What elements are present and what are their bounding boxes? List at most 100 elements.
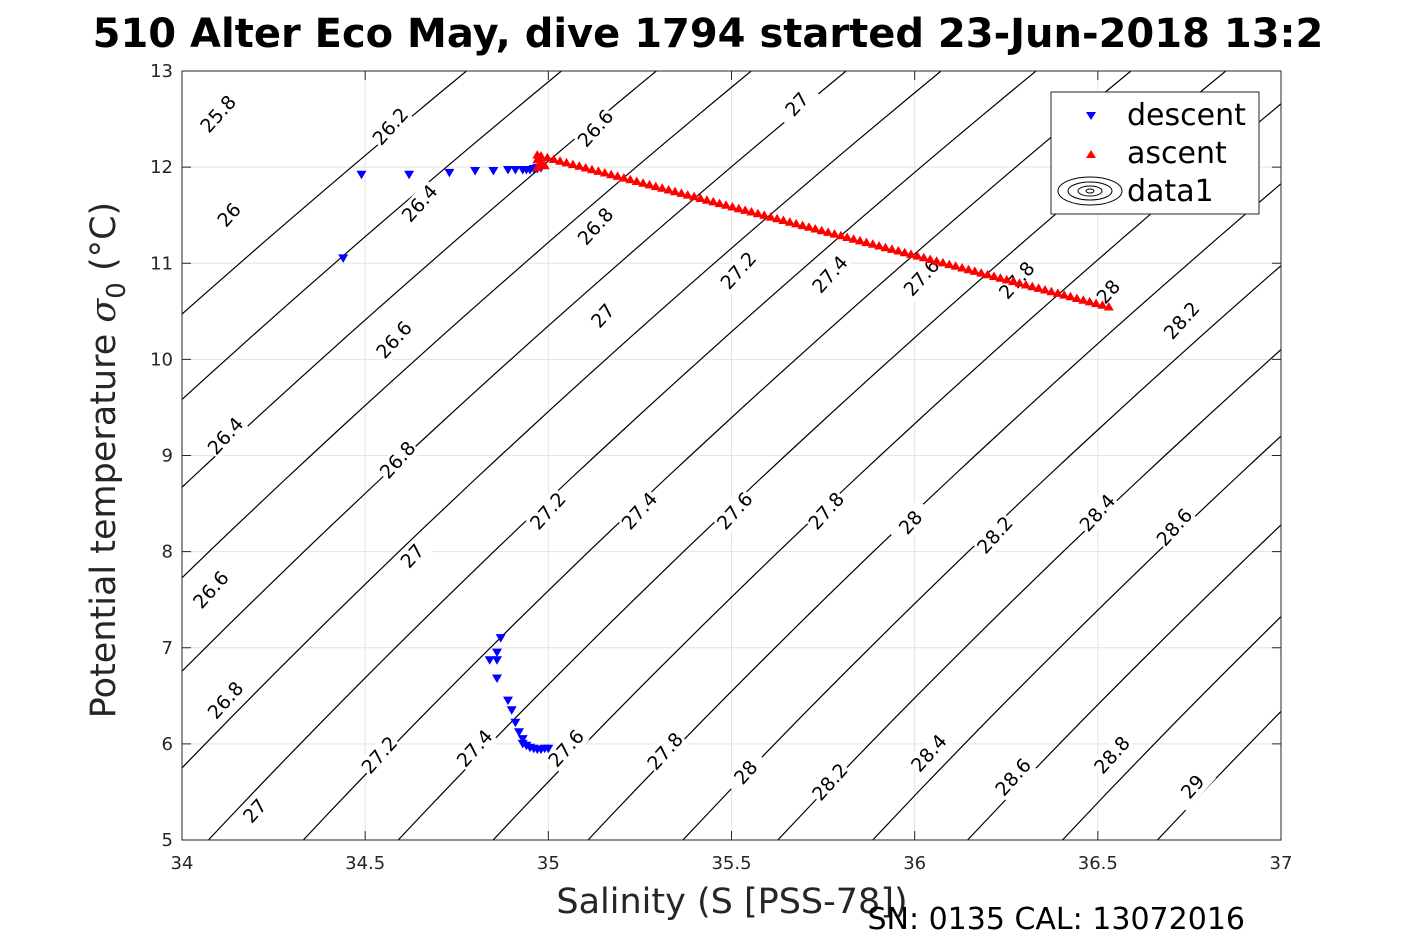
contour-label-bg bbox=[367, 103, 414, 151]
contour-label-bg bbox=[642, 727, 689, 776]
contour-label-bg bbox=[617, 487, 663, 536]
legend-ascent-label: ascent bbox=[1127, 136, 1227, 171]
legend-descent-marker bbox=[1086, 112, 1096, 120]
contour-label-bg bbox=[375, 436, 421, 485]
ascent-point bbox=[835, 230, 846, 240]
ascent-point bbox=[829, 229, 840, 238]
descent-point bbox=[506, 706, 517, 715]
ascent-point bbox=[797, 220, 808, 230]
ascent-point bbox=[842, 232, 853, 241]
ascent-point bbox=[657, 183, 668, 192]
isopycnal-line bbox=[207, 71, 1037, 840]
x-tick-label: 36.5 bbox=[1078, 853, 1118, 874]
ascent-point bbox=[682, 190, 693, 199]
y-axis-label-main: Potential temperature bbox=[84, 323, 124, 719]
contour-label-bg bbox=[807, 251, 854, 299]
contour-label-bg bbox=[1089, 731, 1136, 780]
ascent-point bbox=[714, 198, 725, 208]
ascent-point bbox=[791, 218, 802, 228]
ascent-point bbox=[944, 259, 955, 269]
ascent-point bbox=[532, 162, 543, 172]
ascent-point bbox=[580, 163, 591, 172]
contour-label-bg bbox=[206, 191, 253, 239]
ascent-point bbox=[752, 208, 763, 218]
ascent-point bbox=[1091, 298, 1102, 308]
descent-point bbox=[404, 170, 415, 180]
descent-point bbox=[492, 656, 502, 665]
contour-label-bg bbox=[195, 90, 242, 139]
footer-serial: SN: 0135 CAL: 13072016 bbox=[867, 902, 1245, 937]
chart-title: 510 Alter Eco May, dive 1794 started 23-… bbox=[93, 11, 1324, 57]
ascent-point bbox=[893, 246, 904, 255]
ascent-point bbox=[676, 188, 687, 197]
ascent-point bbox=[899, 247, 910, 257]
ascent-point bbox=[778, 215, 789, 224]
contour-label-bg bbox=[203, 676, 249, 725]
ascent-point bbox=[561, 157, 572, 167]
ascent-point bbox=[874, 241, 885, 250]
descent-point bbox=[492, 648, 502, 658]
ascent-point bbox=[1040, 285, 1050, 294]
contour-label-bg bbox=[715, 247, 762, 295]
contour-label-bg bbox=[972, 511, 1019, 560]
ascent-point bbox=[593, 166, 604, 175]
ascent-point bbox=[982, 269, 993, 279]
contour-label-bg bbox=[203, 412, 249, 461]
ascent-point bbox=[848, 234, 859, 243]
descent-point bbox=[503, 696, 513, 706]
contour-label-bg bbox=[803, 487, 850, 536]
ascent-point bbox=[740, 205, 751, 214]
ascent-point bbox=[746, 207, 757, 216]
ascent-point bbox=[650, 181, 661, 191]
legend-box bbox=[1050, 91, 1260, 215]
contour-label-bg bbox=[356, 731, 403, 780]
ascent-point bbox=[995, 273, 1006, 282]
contour-label-bg bbox=[712, 487, 759, 536]
isopycnal-line bbox=[872, 435, 1281, 840]
contour-label-bg bbox=[580, 292, 627, 340]
ascent-point bbox=[532, 150, 543, 159]
contour-label-bg bbox=[573, 202, 619, 251]
ascent-point bbox=[733, 203, 744, 213]
ascent-point bbox=[937, 257, 948, 267]
x-tick-label: 37 bbox=[1270, 853, 1293, 874]
contour-label: 27 bbox=[774, 80, 821, 129]
contour-label-bg bbox=[994, 256, 1041, 305]
ascent-point bbox=[969, 266, 980, 275]
y-tick-label: 13 bbox=[150, 61, 173, 82]
isopycnal-line bbox=[182, 71, 562, 401]
ascent-point bbox=[1071, 293, 1082, 302]
data-series bbox=[338, 150, 1114, 755]
ascent-point bbox=[976, 268, 987, 277]
x-tick-label: 35.5 bbox=[711, 853, 751, 874]
contour-label-bg bbox=[1151, 503, 1198, 552]
ascent-point bbox=[1033, 283, 1044, 292]
y-axis-label: Potential temperature σ0 (°C) bbox=[84, 202, 132, 718]
ascent-point bbox=[721, 200, 731, 209]
ascent-point bbox=[663, 185, 674, 194]
y-tick-label: 5 bbox=[162, 830, 173, 851]
ascent-point bbox=[587, 164, 597, 174]
descent-point bbox=[503, 166, 513, 175]
y-tick-label: 12 bbox=[150, 157, 173, 178]
descent-point bbox=[338, 254, 349, 263]
ascent-point bbox=[867, 239, 878, 248]
contour-label-bg bbox=[899, 253, 945, 302]
y-tick-label: 9 bbox=[162, 446, 173, 467]
ascent-point bbox=[548, 154, 559, 163]
isopycnal-line bbox=[1062, 615, 1281, 840]
ascent-point bbox=[574, 161, 585, 170]
ascent-point bbox=[989, 271, 999, 280]
contour-label-bg bbox=[371, 316, 418, 364]
ascent-point bbox=[931, 256, 942, 265]
y-axis-label-sigma: σ bbox=[84, 298, 124, 323]
ascent-point bbox=[644, 179, 655, 189]
isopycnal-line bbox=[302, 71, 1132, 840]
ascent-point bbox=[1001, 274, 1012, 284]
axis-ticks: 34 34.5 35 35.5 36 36.5 37 5 6 7 8 9 10 11 12 13 bbox=[150, 61, 1292, 874]
ascent-point bbox=[1103, 302, 1114, 311]
legend: descent ascent data1 bbox=[1050, 91, 1260, 215]
ascent-point bbox=[727, 202, 738, 211]
